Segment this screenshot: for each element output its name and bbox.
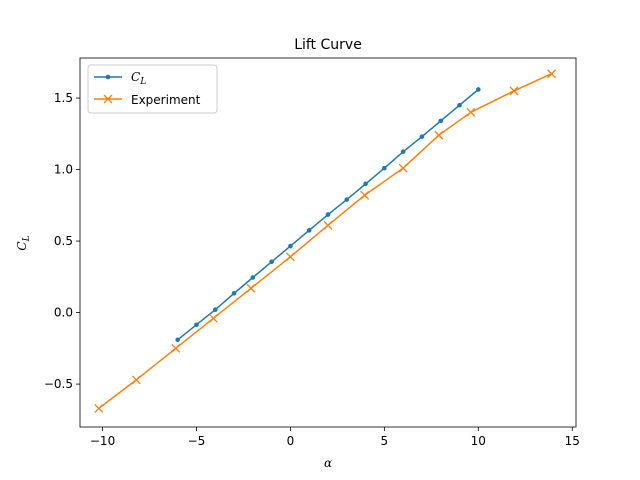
- x-tick-label: 0: [287, 434, 295, 448]
- data-point-experiment: [434, 130, 444, 140]
- x-tick-label: −10: [90, 434, 115, 448]
- data-point-cl: [250, 275, 256, 280]
- legend-label-cl-main: C: [131, 70, 140, 84]
- data-point-experiment: [208, 313, 218, 323]
- legend-label-cl: CL: [131, 70, 146, 87]
- series-layer: [94, 69, 557, 413]
- data-point-experiment: [547, 69, 557, 79]
- data-point-cl: [269, 259, 274, 265]
- data-point-cl: [288, 243, 293, 249]
- data-point-experiment: [323, 220, 333, 230]
- data-point-experiment: [398, 163, 408, 173]
- x-tick-label: 10: [471, 434, 486, 448]
- data-point-cl: [231, 290, 237, 296]
- legend-marker-experiment: [103, 94, 113, 104]
- data-point-experiment: [466, 107, 476, 117]
- chart-title: Lift Curve: [294, 37, 362, 53]
- data-point-cl: [476, 87, 481, 92]
- x-axis: −10 −5 0 5 10 15: [90, 427, 580, 448]
- y-axis: −0.5 0.0 0.5 1.0 1.5: [44, 91, 80, 391]
- y-axis-label-subscript: L: [22, 235, 32, 242]
- data-point-cl: [382, 165, 387, 171]
- data-point-experiment: [171, 343, 181, 353]
- plot-area: [79, 57, 577, 428]
- x-tick-label: 15: [565, 434, 580, 448]
- x-tick-label: −5: [188, 434, 206, 448]
- data-point-experiment: [131, 375, 141, 385]
- data-point-experiment: [94, 403, 104, 413]
- x-tick-label: 5: [381, 434, 389, 448]
- legend: CL Experiment: [87, 64, 218, 114]
- data-point-cl: [400, 149, 406, 154]
- data-point-experiment: [360, 190, 370, 200]
- y-tick-label: −0.5: [44, 377, 73, 391]
- data-point-experiment: [285, 252, 295, 262]
- y-tick-label: 1.5: [54, 91, 73, 105]
- data-point-experiment: [509, 86, 519, 96]
- legend-label-cl-subscript: L: [139, 77, 146, 87]
- data-point-cl: [325, 212, 331, 217]
- data-point-experiment: [246, 283, 256, 293]
- y-axis-label: CL: [15, 235, 32, 250]
- y-tick-label: 0.5: [54, 234, 73, 248]
- data-point-cl: [438, 118, 444, 124]
- axes-frame: [79, 57, 577, 428]
- data-point-cl: [175, 337, 180, 343]
- data-point-cl: [419, 134, 425, 139]
- legend-label-experiment: Experiment: [131, 93, 201, 107]
- data-point-cl: [344, 197, 350, 202]
- data-point-cl: [212, 307, 218, 313]
- x-axis-label: α: [324, 456, 332, 470]
- data-point-cl: [457, 102, 462, 108]
- data-point-cl: [194, 322, 199, 328]
- data-point-cl: [306, 228, 312, 233]
- y-tick-label: 0.0: [54, 306, 73, 320]
- y-axis-label-main: C: [15, 241, 29, 250]
- data-point-cl: [363, 181, 368, 187]
- legend-marker-cl: [105, 74, 111, 80]
- y-tick-label: 1.0: [54, 163, 73, 177]
